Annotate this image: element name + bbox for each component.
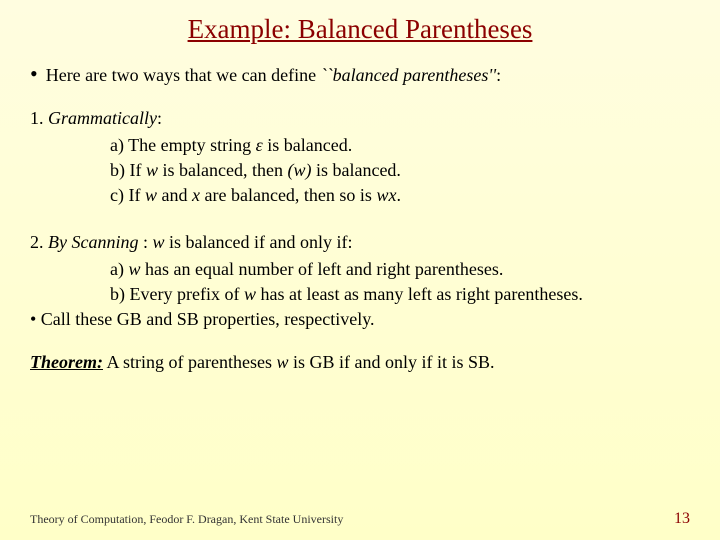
s2b-post: has at least as many left as right paren… (256, 284, 583, 304)
s1a-pre: a) The empty string (110, 135, 256, 155)
slide-content: • Here are two ways that we can define `… (0, 63, 720, 373)
s1c-and: and (157, 185, 192, 205)
intro-text: Here are two ways that we can define ``b… (46, 65, 501, 86)
s1b-w: w (146, 160, 158, 180)
sec2-suffix: is balanced if and only if: (165, 232, 353, 252)
call-these: • Call these GB and SB properties, respe… (30, 309, 690, 330)
sec1-item-b: b) If w is balanced, then (w) is balance… (30, 160, 690, 181)
section-2-heading: 2. By Scanning : w is balanced if and on… (30, 232, 690, 253)
s2a-post: has an equal number of left and right pa… (141, 259, 504, 279)
sec2-w: w (153, 232, 165, 252)
sec1-item-c: c) If w and x are balanced, then so is w… (30, 185, 690, 206)
s2a-pre: a) (110, 259, 128, 279)
s1c-mid: are balanced, then so is (200, 185, 376, 205)
s1c-post: . (396, 185, 401, 205)
sec2-item-b: b) Every prefix of w has at least as man… (30, 284, 690, 305)
theorem-label: Theorem: (30, 352, 103, 372)
s1c-wx: wx (376, 185, 396, 205)
s1c-x: x (192, 185, 200, 205)
s1c-pre: c) If (110, 185, 145, 205)
thm-post: is GB if and only if it is SB. (288, 352, 494, 372)
intro-prefix: Here are two ways that we can define (46, 65, 321, 85)
s1b-post: is balanced. (311, 160, 400, 180)
theorem-line: Theorem: A string of parentheses w is GB… (30, 352, 690, 373)
s1b-mid: is balanced, then (158, 160, 287, 180)
s1b-pw: (w) (287, 160, 311, 180)
thm-w: w (276, 352, 288, 372)
s2b-w: w (244, 284, 256, 304)
sec1-suffix: : (157, 108, 162, 128)
section-1-heading: 1. Grammatically: (30, 108, 690, 129)
s2a-w: w (128, 259, 140, 279)
thm-pre: A string of parentheses (103, 352, 276, 372)
epsilon-symbol: ε (256, 135, 263, 155)
intro-bullet: • Here are two ways that we can define `… (30, 63, 690, 86)
bullet-icon: • (30, 63, 38, 85)
sec1-item-a: a) The empty string ε is balanced. (30, 135, 690, 156)
sec2-italic: By Scanning (48, 232, 143, 252)
s1b-pre: b) If (110, 160, 146, 180)
sec2-item-a: a) w has an equal number of left and rig… (30, 259, 690, 280)
s2b-pre: b) Every prefix of (110, 284, 244, 304)
slide-footer: Theory of Computation, Feodor F. Dragan,… (30, 510, 690, 528)
intro-suffix: : (496, 65, 501, 85)
slide-title: Example: Balanced Parentheses (0, 0, 720, 63)
intro-italic: ``balanced parentheses'' (321, 65, 496, 85)
s1c-w: w (145, 185, 157, 205)
page-number: 13 (674, 510, 690, 528)
footer-text: Theory of Computation, Feodor F. Dragan,… (30, 512, 343, 527)
sec2-mid: : (143, 232, 153, 252)
sec1-italic: Grammatically (48, 108, 157, 128)
s1a-post: is balanced. (263, 135, 352, 155)
sec2-prefix: 2. (30, 232, 48, 252)
sec1-prefix: 1. (30, 108, 48, 128)
